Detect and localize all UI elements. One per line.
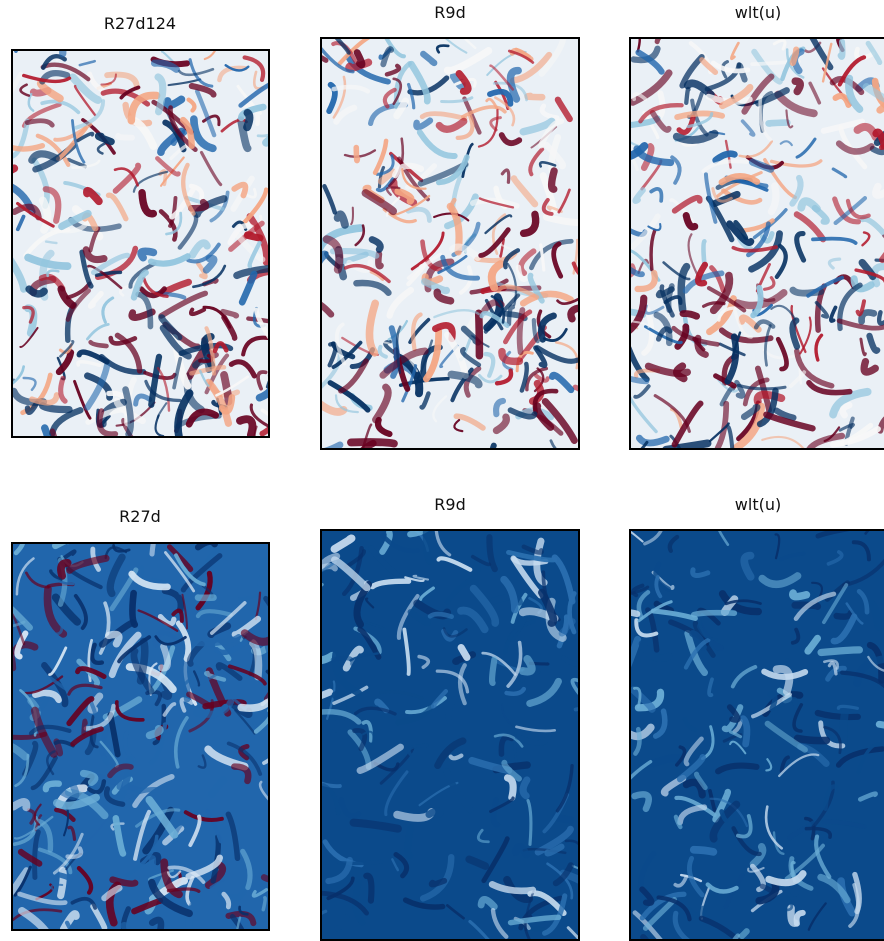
texture-stroke — [694, 613, 734, 615]
texture-stroke — [43, 406, 69, 410]
texture-stroke — [432, 881, 445, 885]
field-image-1 — [13, 51, 268, 436]
field-panel-3 — [629, 37, 884, 450]
field-panel-2 — [320, 37, 580, 450]
texture-stroke — [879, 724, 884, 726]
texture-stroke — [46, 242, 56, 243]
texture-stroke — [492, 660, 494, 683]
field-panel-6 — [629, 529, 884, 941]
texture-stroke — [520, 310, 523, 352]
field-image-4 — [13, 544, 268, 929]
texture-stroke — [118, 136, 132, 138]
field-image-6 — [631, 531, 884, 939]
texture-stroke — [528, 96, 542, 97]
texture-stroke — [247, 113, 249, 127]
field-panel-1 — [11, 49, 270, 438]
texture-stroke — [743, 719, 747, 744]
texture-stroke — [339, 862, 381, 864]
texture-stroke — [45, 428, 49, 436]
texture-stroke — [523, 780, 527, 796]
texture-stroke — [821, 650, 859, 653]
texture-stroke — [357, 53, 362, 65]
texture-stroke — [158, 77, 163, 112]
texture-stroke — [451, 756, 462, 759]
texture-stroke — [408, 827, 411, 855]
texture-stroke — [798, 738, 827, 740]
panel-title-5: R9d — [350, 495, 550, 514]
texture-stroke — [322, 655, 332, 660]
texture-stroke — [356, 148, 357, 161]
texture-stroke — [479, 313, 480, 355]
texture-stroke — [683, 314, 697, 317]
texture-stroke — [793, 593, 807, 597]
panel-title-4: R27d — [40, 507, 240, 526]
field-panel-5 — [320, 529, 580, 941]
texture-stroke — [63, 51, 64, 54]
field-image-5 — [322, 531, 578, 939]
texture-stroke — [844, 711, 846, 747]
texture-stroke — [430, 614, 452, 617]
texture-stroke — [795, 81, 800, 91]
texture-stroke — [837, 613, 851, 617]
field-panel-4 — [11, 542, 270, 931]
texture-stroke — [461, 648, 467, 658]
texture-stroke — [694, 850, 714, 852]
panel-title-1: R27d124 — [40, 14, 240, 33]
texture-stroke — [29, 289, 44, 294]
texture-stroke — [769, 123, 788, 124]
texture-stroke — [793, 50, 796, 63]
field-image-3 — [631, 39, 884, 448]
texture-stroke — [475, 560, 478, 588]
texture-stroke — [703, 241, 704, 264]
panel-title-2: R9d — [350, 3, 550, 22]
texture-stroke — [167, 99, 182, 105]
texture-stroke — [838, 706, 857, 708]
texture-stroke — [841, 42, 843, 57]
texture-stroke — [14, 802, 27, 808]
panel-title-6: wlt(u) — [658, 495, 858, 514]
texture-stroke — [552, 171, 555, 189]
texture-stroke — [686, 89, 688, 103]
field-image-2 — [322, 39, 578, 448]
texture-stroke — [429, 811, 440, 815]
texture-stroke — [84, 721, 86, 734]
panel-title-3: wlt(u) — [658, 3, 858, 22]
